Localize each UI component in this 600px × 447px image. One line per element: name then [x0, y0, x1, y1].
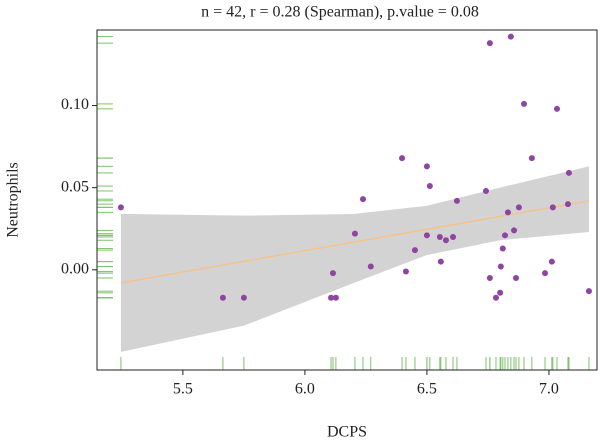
- point: [402, 268, 409, 275]
- point: [528, 155, 535, 162]
- point: [482, 187, 489, 194]
- y-tick-label: 0.10: [61, 96, 89, 113]
- point: [240, 294, 247, 301]
- point: [512, 275, 519, 282]
- point: [564, 201, 571, 208]
- point: [411, 247, 418, 254]
- point: [332, 294, 339, 301]
- y-axis-label: Neutrophils: [5, 162, 22, 238]
- point: [515, 204, 522, 211]
- point: [450, 233, 457, 240]
- point: [499, 245, 506, 252]
- point: [117, 204, 124, 211]
- y-tick-label: 0.00: [61, 260, 89, 277]
- point: [219, 294, 226, 301]
- point: [426, 183, 433, 190]
- confidence-band: [120, 166, 589, 352]
- y-tick-label: 0.05: [61, 178, 89, 195]
- x-tick-label: 5.5: [173, 381, 193, 398]
- point: [492, 294, 499, 301]
- point: [504, 209, 511, 216]
- point: [437, 258, 444, 265]
- point: [497, 289, 504, 296]
- x-tick-label: 6.0: [295, 381, 315, 398]
- point: [351, 230, 358, 237]
- point: [423, 163, 430, 170]
- point: [453, 197, 460, 204]
- x-axis-label: DCPS: [327, 424, 367, 441]
- point: [359, 196, 366, 203]
- point: [486, 40, 493, 47]
- x-tick-label: 6.5: [417, 381, 437, 398]
- point: [507, 33, 514, 40]
- point: [511, 227, 518, 234]
- fit-line: [120, 200, 590, 284]
- point: [442, 237, 449, 244]
- point: [542, 270, 549, 277]
- plot-frame: [96, 29, 598, 371]
- point: [328, 294, 335, 301]
- point: [486, 275, 493, 282]
- point: [423, 232, 430, 239]
- point: [585, 288, 592, 295]
- point: [565, 169, 572, 176]
- point: [329, 270, 336, 277]
- point: [548, 258, 555, 265]
- chart-title: n = 42, r = 0.28 (Spearman), p.value = 0…: [201, 4, 479, 21]
- point: [549, 204, 556, 211]
- point: [553, 105, 560, 112]
- point: [367, 263, 374, 270]
- point: [502, 232, 509, 239]
- point: [399, 155, 406, 162]
- x-tick-label: 7.0: [539, 381, 559, 398]
- point: [521, 100, 528, 107]
- point: [497, 263, 504, 270]
- point: [436, 233, 443, 240]
